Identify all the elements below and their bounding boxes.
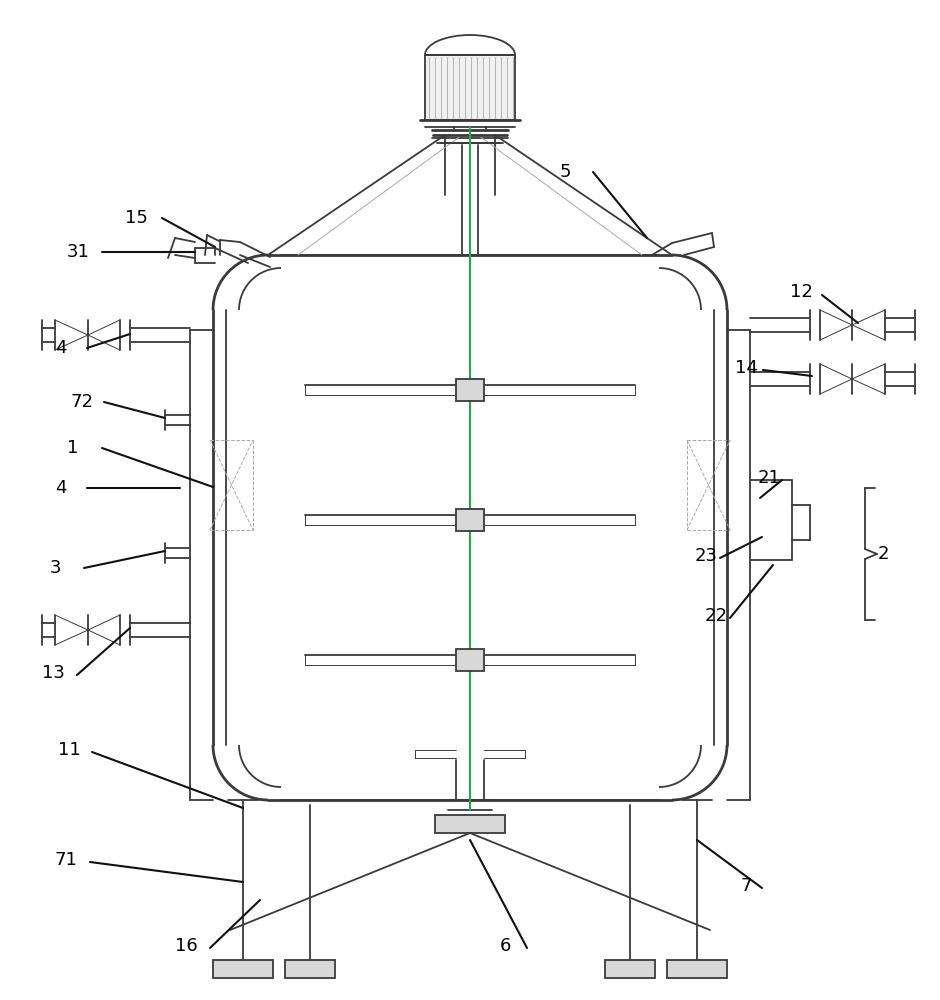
Bar [456, 649, 484, 671]
Text: 7: 7 [740, 877, 751, 895]
Text: 16: 16 [175, 937, 197, 955]
Text: 4: 4 [55, 479, 67, 497]
Text: 4: 4 [55, 339, 67, 357]
Text: 1: 1 [67, 439, 78, 457]
Bar [213, 960, 273, 978]
Bar [285, 960, 335, 978]
Text: 15: 15 [125, 209, 148, 227]
Text: 71: 71 [55, 851, 78, 869]
Text: 72: 72 [70, 393, 93, 411]
Text: 21: 21 [758, 469, 781, 487]
Text: 23: 23 [695, 547, 718, 565]
Bar [667, 960, 727, 978]
Text: 3: 3 [50, 559, 61, 577]
Text: 5: 5 [560, 163, 572, 181]
Text: 12: 12 [790, 283, 813, 301]
Text: 2: 2 [878, 545, 889, 563]
Bar [425, 55, 515, 120]
Text: 11: 11 [58, 741, 81, 759]
Text: 14: 14 [735, 359, 758, 377]
Bar [605, 960, 655, 978]
Bar [456, 509, 484, 531]
Text: 22: 22 [705, 607, 728, 625]
Text: 13: 13 [42, 664, 65, 682]
Text: 31: 31 [67, 243, 90, 261]
Text: 6: 6 [500, 937, 511, 955]
Bar [435, 815, 505, 833]
Bar [456, 379, 484, 401]
